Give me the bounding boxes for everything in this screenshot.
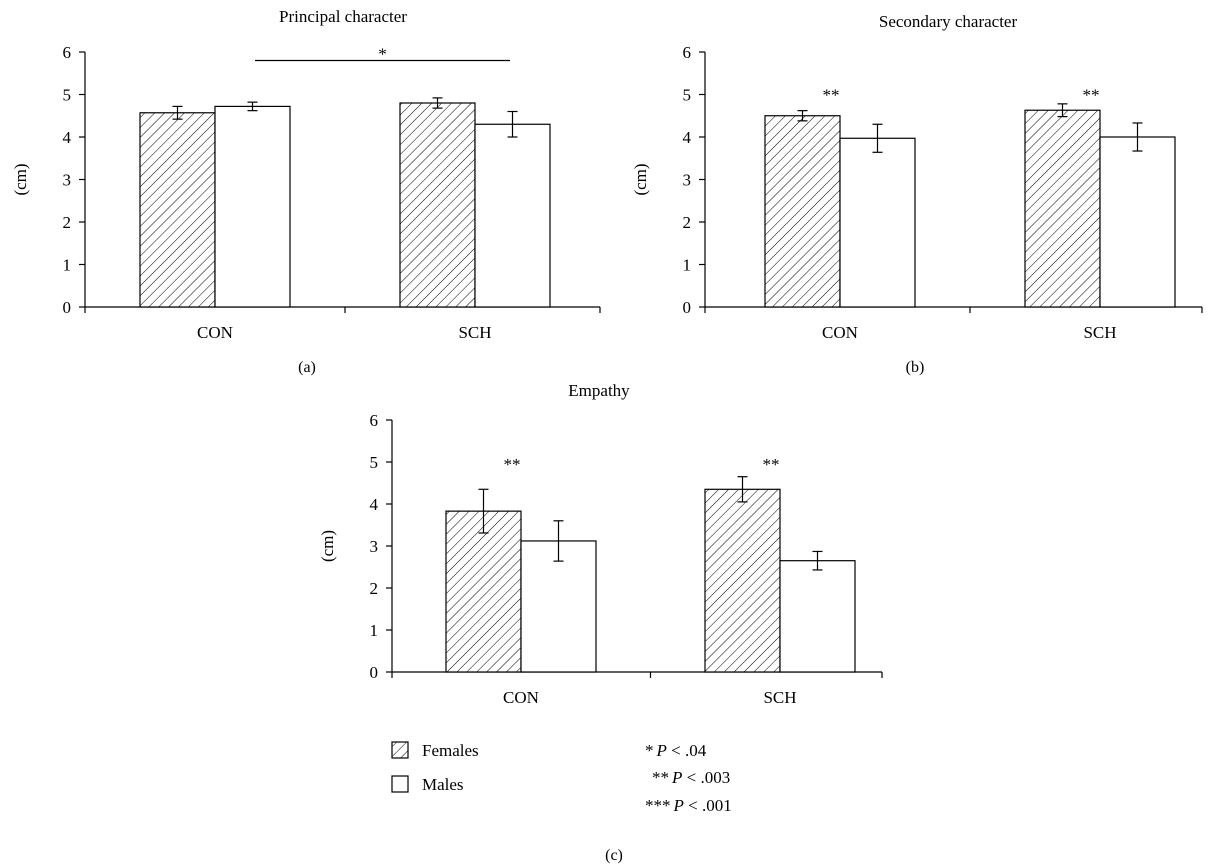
x-tick-label: SCH	[1083, 323, 1116, 342]
y-axis-label: (cm)	[11, 163, 30, 195]
y-tick-label: 0	[63, 298, 72, 317]
legend-label-males: Males	[422, 775, 464, 794]
legend: Females Males * P < .04 ** P < .003 *** P <…	[391, 741, 732, 815]
y-tick-label: 4	[683, 128, 692, 147]
significance-marker: **	[763, 455, 780, 474]
x-tick-label: SCH	[763, 688, 796, 707]
y-tick-label: 3	[63, 171, 72, 190]
y-tick-label: 1	[683, 256, 692, 275]
bar-males-sch	[1099, 136, 1176, 308]
x-tick-label: CON	[197, 323, 233, 342]
significance-marker: **	[823, 86, 840, 105]
y-tick-label: 1	[370, 621, 379, 640]
y-tick-label: 2	[63, 213, 72, 232]
significance-p04: * P < .04	[645, 741, 707, 760]
y-tick-label: 6	[370, 411, 379, 430]
significance-p001: *** P < .001	[645, 796, 732, 815]
bar-males-sch	[779, 560, 856, 673]
y-tick-label: 0	[683, 298, 692, 317]
bar-males-con	[520, 540, 597, 673]
chart-panel-c: 0 1 2 3 4 5 6 CON SCH Empathy (cm) (c) ** **	[318, 381, 883, 864]
y-axis-label: (cm)	[631, 163, 650, 195]
y-tick-label: 2	[683, 213, 692, 232]
x-tick-label: CON	[503, 688, 539, 707]
bar-males-con	[839, 137, 916, 308]
y-tick-label: 4	[370, 495, 379, 514]
y-tick-label: 3	[370, 537, 379, 556]
y-axis-label: (cm)	[318, 530, 337, 562]
chart-title: Empathy	[568, 381, 630, 400]
x-tick-label: SCH	[458, 323, 491, 342]
y-tick-label: 3	[683, 171, 692, 190]
x-tick-label: CON	[822, 323, 858, 342]
bar-females-con	[445, 510, 522, 673]
y-tick-label: 1	[63, 256, 72, 275]
chart-panel-b: 0 1 2 3 4 5 6 CON SCH Secondary character (cm) (b) *…	[631, 12, 1203, 376]
legend-swatch-females	[391, 741, 409, 759]
y-tick-label: 2	[370, 579, 379, 598]
y-tick-label: 0	[370, 663, 379, 682]
y-tick-label: 6	[683, 43, 692, 62]
y-tick-label: 5	[63, 86, 72, 105]
chart-title: Principal character	[279, 7, 407, 26]
bar-males-con	[214, 105, 291, 308]
legend-label-females: Females	[422, 741, 479, 760]
bar-females-sch	[1024, 109, 1101, 308]
y-tick-label: 5	[683, 86, 692, 105]
chart-panel-a: 0 1 2 3 4 5 6 CON SCH Principal character (cm) (a) *	[11, 7, 601, 376]
bar-females-con	[764, 115, 841, 308]
panel-label: (b)	[906, 359, 925, 376]
chart-title: Secondary character	[879, 12, 1018, 31]
panel-label: (a)	[298, 359, 316, 376]
legend-swatch-males	[391, 775, 409, 793]
significance-marker: **	[504, 455, 521, 474]
bar-females-sch	[399, 102, 476, 308]
significance-marker: **	[1083, 86, 1100, 105]
bar-females-sch	[704, 488, 781, 673]
y-tick-label: 6	[63, 43, 72, 62]
bar-males-sch	[474, 123, 551, 308]
bar-females-con	[139, 112, 216, 308]
significance-marker: *	[378, 45, 387, 64]
y-tick-label: 4	[63, 128, 72, 147]
y-tick-label: 5	[370, 453, 379, 472]
panel-label: (c)	[605, 847, 623, 864]
significance-p003: ** P < .003	[652, 768, 730, 787]
